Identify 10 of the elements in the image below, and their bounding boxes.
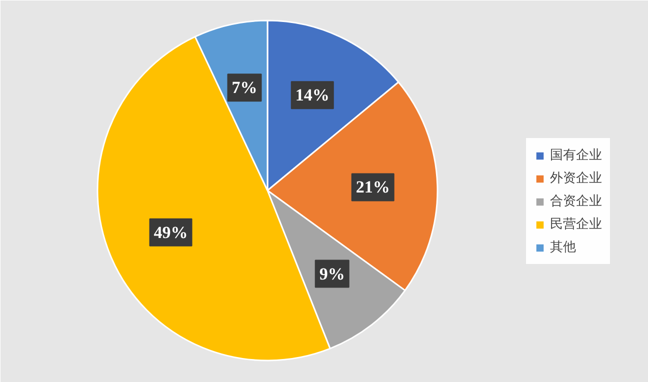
legend-label: 其他 [550, 239, 576, 256]
data-label: 7% [232, 78, 258, 98]
legend-label: 外资企业 [550, 170, 602, 187]
legend-label: 合资企业 [550, 193, 602, 210]
data-label: 14% [295, 86, 330, 105]
legend-label: 民营企业 [550, 216, 602, 233]
data-label: 21% [356, 178, 390, 197]
data-label: 49% [154, 222, 188, 242]
legend-label: 国有企业 [550, 147, 602, 164]
data-label: 9% [319, 264, 345, 284]
